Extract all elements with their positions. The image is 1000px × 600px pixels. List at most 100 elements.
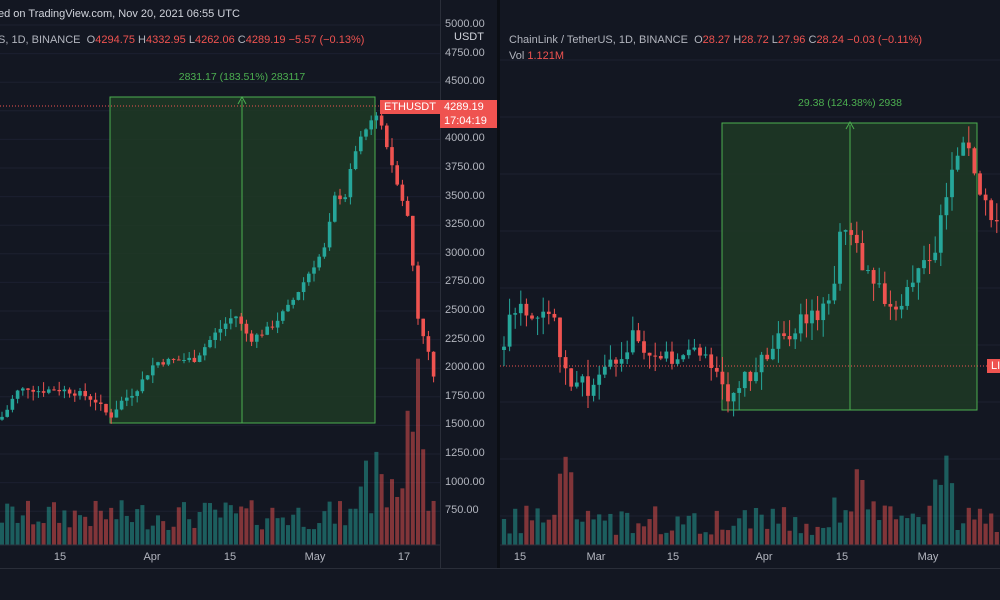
eth-volume-bar: [83, 516, 88, 545]
eth-price-tick: 2250.00: [445, 332, 485, 345]
eth-candle-body: [281, 311, 285, 321]
link-candle-body: [765, 354, 770, 360]
eth-candle-body: [338, 195, 342, 200]
link-volume-bar: [815, 526, 820, 545]
link-candle-body: [989, 200, 994, 221]
eth-volume-bar: [67, 527, 72, 545]
eth-volume-bar: [57, 522, 62, 545]
eth-volume-bar: [322, 511, 327, 545]
eth-volume-bar: [156, 515, 160, 545]
link-volume-bar: [821, 527, 826, 545]
eth-volume-bar: [72, 510, 77, 545]
eth-price-tick: 3250.00: [445, 218, 485, 231]
link-volume-bar: [832, 497, 837, 545]
link-volume-bar: [725, 530, 731, 545]
link-volume-bar: [602, 520, 607, 545]
eth-candle-body: [192, 357, 197, 362]
eth-candle-body: [114, 409, 119, 418]
eth-volume-bar: [140, 505, 145, 545]
eth-volume-bar: [244, 508, 249, 545]
link-candle-body: [720, 371, 725, 385]
link-candle-body: [597, 374, 602, 385]
link-candle-body: [586, 376, 590, 396]
eth-chart-canvas[interactable]: 2831.17 (183.51%) 283117 15 Apr 15 May 17: [0, 0, 497, 568]
eth-candle-body: [255, 334, 259, 342]
eth-volume-bar: [36, 521, 41, 545]
link-volume-bar: [675, 516, 680, 545]
link-volume-bar: [871, 501, 876, 545]
link-volume-bar: [910, 513, 915, 545]
link-candle-body: [776, 333, 781, 349]
link-candle-body: [933, 252, 938, 261]
eth-volume-bar: [52, 502, 56, 545]
link-candle-body: [636, 330, 641, 342]
link-volume-bar: [669, 530, 675, 545]
link-candle-body: [843, 230, 848, 232]
link-volume-bar: [748, 528, 753, 545]
link-volume-bar: [613, 534, 619, 545]
link-candle-body: [630, 330, 635, 353]
link-volume-bar: [989, 513, 994, 545]
link-candle-body: [742, 371, 747, 389]
eth-candle-body: [260, 334, 264, 336]
eth-candle-body: [374, 115, 379, 121]
eth-chart-pane[interactable]: 2831.17 (183.51%) 283117 15 Apr 15 May 17 500…: [0, 0, 497, 568]
eth-volume-bar: [327, 501, 332, 545]
eth-time-tick: 17: [398, 551, 410, 563]
link-volume-bar: [518, 533, 523, 545]
eth-volume-bar: [213, 509, 218, 545]
link-volume-bar: [787, 530, 792, 545]
link-candle-body: [832, 283, 837, 301]
link-candle-body: [530, 315, 534, 319]
eth-volume-bar: [332, 523, 337, 545]
eth-close-label: C: [237, 34, 246, 46]
eth-price-tick: 1250.00: [445, 447, 485, 459]
pane-divider[interactable]: [497, 0, 500, 600]
eth-change-value: −5.57 (−0.13%): [288, 34, 365, 46]
link-chart-canvas[interactable]: 29.38 (124.38%) 2938 15 Mar 15 Apr 15 May: [500, 0, 1000, 568]
link-candle-body: [602, 366, 607, 375]
eth-candle-body: [10, 398, 15, 410]
eth-candle-body: [62, 389, 67, 392]
link-chart-pane[interactable]: 29.38 (124.38%) 2938 15 Mar 15 Apr 15 May Chai…: [500, 0, 1000, 568]
link-time-tick: Mar: [587, 551, 606, 563]
bottom-toolbar: [0, 568, 1000, 600]
link-candle-body: [810, 310, 814, 324]
link-volume-bar: [686, 515, 691, 545]
eth-volume-bar: [405, 410, 410, 545]
eth-price-tick: 2500.00: [445, 304, 485, 316]
link-symbol-line: ChainLink / TetherUS, 1D, BINANCE O28.27…: [509, 34, 922, 46]
eth-volume-bar: [301, 526, 306, 545]
link-volume-bar: [636, 523, 641, 545]
eth-candle-body: [291, 299, 295, 305]
eth-candle-body: [229, 318, 233, 324]
eth-candle-body: [244, 323, 249, 334]
eth-volume-bar: [145, 529, 150, 545]
link-volume-bar: [535, 508, 540, 545]
eth-candle-body: [348, 169, 353, 198]
link-volume-bar: [513, 508, 518, 545]
eth-candle-body: [301, 282, 306, 293]
link-candle-body: [938, 215, 943, 253]
link-volume-bar: [837, 522, 843, 545]
link-ticker-tag: LI: [987, 359, 1000, 373]
link-volume-bar: [608, 513, 613, 545]
link-candle-body: [625, 352, 630, 360]
link-volume-bar: [563, 456, 568, 545]
link-volume-bar: [529, 520, 535, 545]
link-candle-body: [698, 347, 702, 356]
link-candle-body: [972, 148, 977, 174]
eth-candle-body: [151, 365, 155, 376]
link-volume-bar: [709, 534, 714, 545]
eth-price-tick: 3000.00: [445, 246, 485, 259]
link-candle-body: [804, 314, 809, 324]
link-candle-body: [759, 354, 764, 373]
link-candle-body: [754, 372, 758, 382]
link-volume-bar: [630, 533, 635, 545]
eth-price-axis[interactable]: 5000.004750.004500.004250.004000.003750.…: [440, 0, 497, 568]
eth-candle-body: [119, 400, 124, 410]
link-volume-bar: [877, 520, 882, 545]
link-candle-body: [614, 359, 618, 364]
eth-volume-bar: [338, 501, 342, 545]
link-candle-body: [994, 220, 999, 222]
